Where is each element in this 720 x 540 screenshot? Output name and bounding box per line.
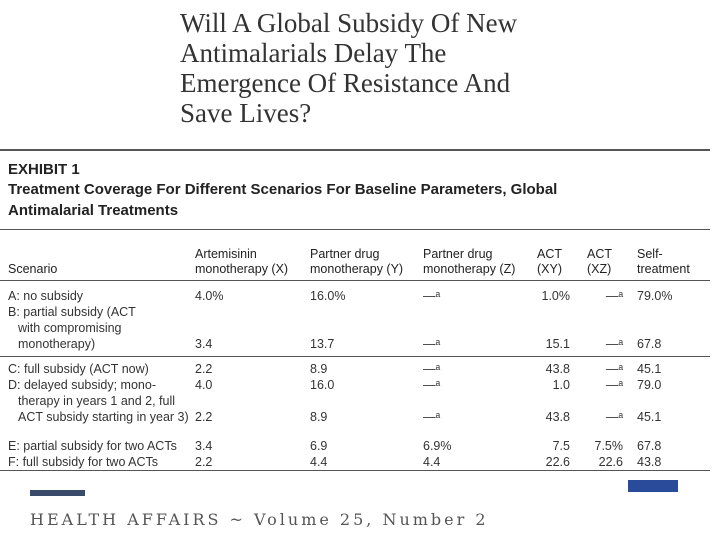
- table-cell: 3.4: [195, 337, 213, 351]
- table-cell: —ᵃ: [605, 289, 623, 303]
- table-cell: —ᵃ: [605, 362, 623, 376]
- column-header: monotherapy (Z): [423, 262, 516, 276]
- column-header: (XZ): [587, 262, 612, 276]
- table-cell: —ᵃ: [423, 410, 441, 424]
- scenario-label: E: partial subsidy for two ACTs: [8, 439, 177, 453]
- scenario-label: B: partial subsidy (ACT: [8, 305, 136, 319]
- table-cell: 67.8: [637, 337, 662, 351]
- column-header: Self-: [637, 247, 663, 261]
- table-cell: 2.2: [195, 410, 213, 424]
- table-cell: 1.0: [552, 378, 570, 392]
- column-header: (XY): [537, 262, 562, 276]
- title-line: Save Lives?: [180, 98, 312, 128]
- table-cell: 8.9: [310, 362, 328, 376]
- scenario-label: with compromising: [18, 321, 122, 335]
- bottom-rule: [0, 470, 710, 471]
- scenario-label: F: full subsidy for two ACTs: [8, 455, 159, 469]
- table-cell: 4.4: [310, 455, 328, 469]
- exhibit-title: Antimalarial Treatments: [8, 202, 179, 219]
- table-cell: —ᵃ: [423, 337, 441, 351]
- table-cell: 45.1: [637, 362, 662, 376]
- table-cell: 22.6: [545, 455, 570, 469]
- column-header: ACT: [537, 247, 562, 261]
- column-header: ACT: [587, 247, 612, 261]
- table-cell: 6.9: [310, 439, 328, 453]
- header-rule: [0, 280, 710, 281]
- table-cell: 2.2: [195, 362, 213, 376]
- title-line: Antimalarials Delay The: [180, 38, 447, 68]
- table-cell: 13.7: [310, 337, 335, 351]
- table-cell: 4.4: [423, 455, 441, 469]
- table-cell: 79.0%: [637, 289, 673, 303]
- table-cell: 16.0%: [310, 289, 346, 303]
- table-cell: —ᵃ: [605, 410, 623, 424]
- column-header: monotherapy (Y): [310, 262, 404, 276]
- column-header: treatment: [637, 262, 690, 276]
- table-cell: 43.8: [637, 455, 662, 469]
- scenario-label: D: delayed subsidy; mono-: [8, 378, 156, 392]
- table-cell: —ᵃ: [423, 378, 441, 392]
- exhibit-title: Treatment Coverage For Different Scenari…: [8, 181, 558, 198]
- table-cell: 43.8: [545, 410, 570, 424]
- table-cell: —ᵃ: [605, 337, 623, 351]
- group-rule: [0, 356, 710, 357]
- column-header: Partner drug: [310, 247, 380, 261]
- scenario-label: C: full subsidy (ACT now): [8, 362, 149, 376]
- table-cell: 45.1: [637, 410, 662, 424]
- table-cell: 16.0: [310, 378, 335, 392]
- scenario-label: A: no subsidy: [8, 289, 84, 303]
- table-cell: —ᵃ: [423, 289, 441, 303]
- column-header: Partner drug: [423, 247, 493, 261]
- top-rule: [0, 149, 710, 151]
- column-header: Artemisinin: [195, 247, 257, 261]
- table-cell: 8.9: [310, 410, 328, 424]
- table-rule: [0, 229, 710, 230]
- exhibit-label: EXHIBIT 1: [8, 161, 80, 178]
- scenario-label: monotherapy): [18, 337, 96, 351]
- table-cell: 6.9%: [423, 439, 452, 453]
- column-header: Scenario: [8, 262, 58, 276]
- scenario-label: therapy in years 1 and 2, full: [18, 394, 176, 408]
- table-cell: 7.5: [552, 439, 570, 453]
- table-cell: —ᵃ: [605, 378, 623, 392]
- table-cell: 67.8: [637, 439, 662, 453]
- logo-fragment: [30, 490, 85, 496]
- table-cell: 3.4: [195, 439, 213, 453]
- title-line: Will A Global Subsidy Of New: [180, 8, 518, 38]
- table-cell: —ᵃ: [423, 362, 441, 376]
- column-header: monotherapy (X): [195, 262, 289, 276]
- scenario-label: ACT subsidy starting in year 3): [18, 410, 189, 424]
- table-cell: 1.0%: [541, 289, 571, 303]
- table-cell: 22.6: [598, 455, 623, 469]
- footer: HEALTH AFFAIRS ~ Volume 25, Number 2: [30, 510, 489, 529]
- table-cell: 2.2: [195, 455, 213, 469]
- table-cell: 79.0: [637, 378, 662, 392]
- table-cell: 4.0%: [195, 289, 224, 303]
- title-line: Emergence Of Resistance And: [180, 68, 511, 98]
- table-cell: 7.5%: [594, 439, 624, 453]
- logo-fragment: [628, 480, 678, 492]
- table-cell: 43.8: [545, 362, 570, 376]
- table-cell: 15.1: [545, 337, 570, 351]
- table-cell: 4.0: [195, 378, 213, 392]
